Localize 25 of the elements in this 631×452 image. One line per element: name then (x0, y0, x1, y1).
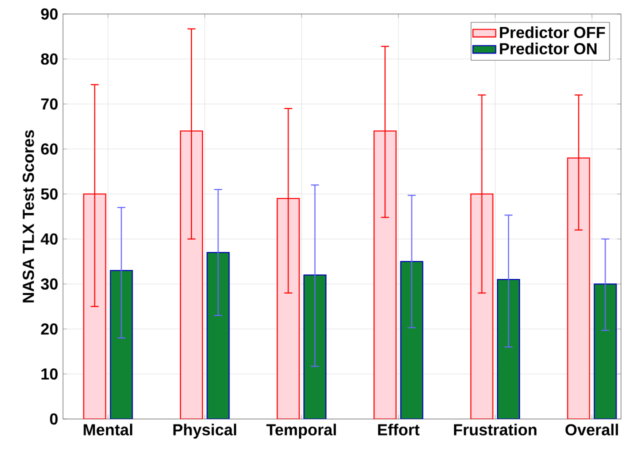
y-tick-label: 20 (41, 323, 58, 335)
bar (400, 260, 424, 419)
y-tick-label: 90 (41, 8, 58, 20)
y-axis-title: NASA TLX Test Scores (22, 130, 34, 302)
y-tick-label: 0 (50, 413, 58, 425)
x-tick-label: Physical (173, 424, 236, 439)
x-tick-label: Effort (378, 424, 420, 436)
y-tick-label: 60 (41, 143, 58, 155)
bar (594, 283, 617, 419)
bar (303, 274, 326, 419)
x-tick-label: Temporal (266, 424, 336, 439)
x-tick-label: Mental (84, 424, 132, 436)
x-tick-label: Overall (565, 424, 618, 436)
y-tick-label: 10 (42, 368, 58, 380)
y-tick-label: 40 (40, 233, 58, 245)
y-tick-label: 70 (41, 98, 58, 110)
x-tick-label: Frustration (454, 424, 536, 436)
bar (206, 252, 230, 419)
y-tick-label: 50 (41, 188, 58, 200)
y-tick-label: 30 (40, 278, 58, 290)
legend-label: Predictor OFF (500, 26, 605, 38)
bar (110, 270, 133, 419)
bar (496, 278, 520, 419)
legend-label: Predictor ON (500, 42, 596, 54)
y-tick-label: 80 (41, 53, 58, 65)
